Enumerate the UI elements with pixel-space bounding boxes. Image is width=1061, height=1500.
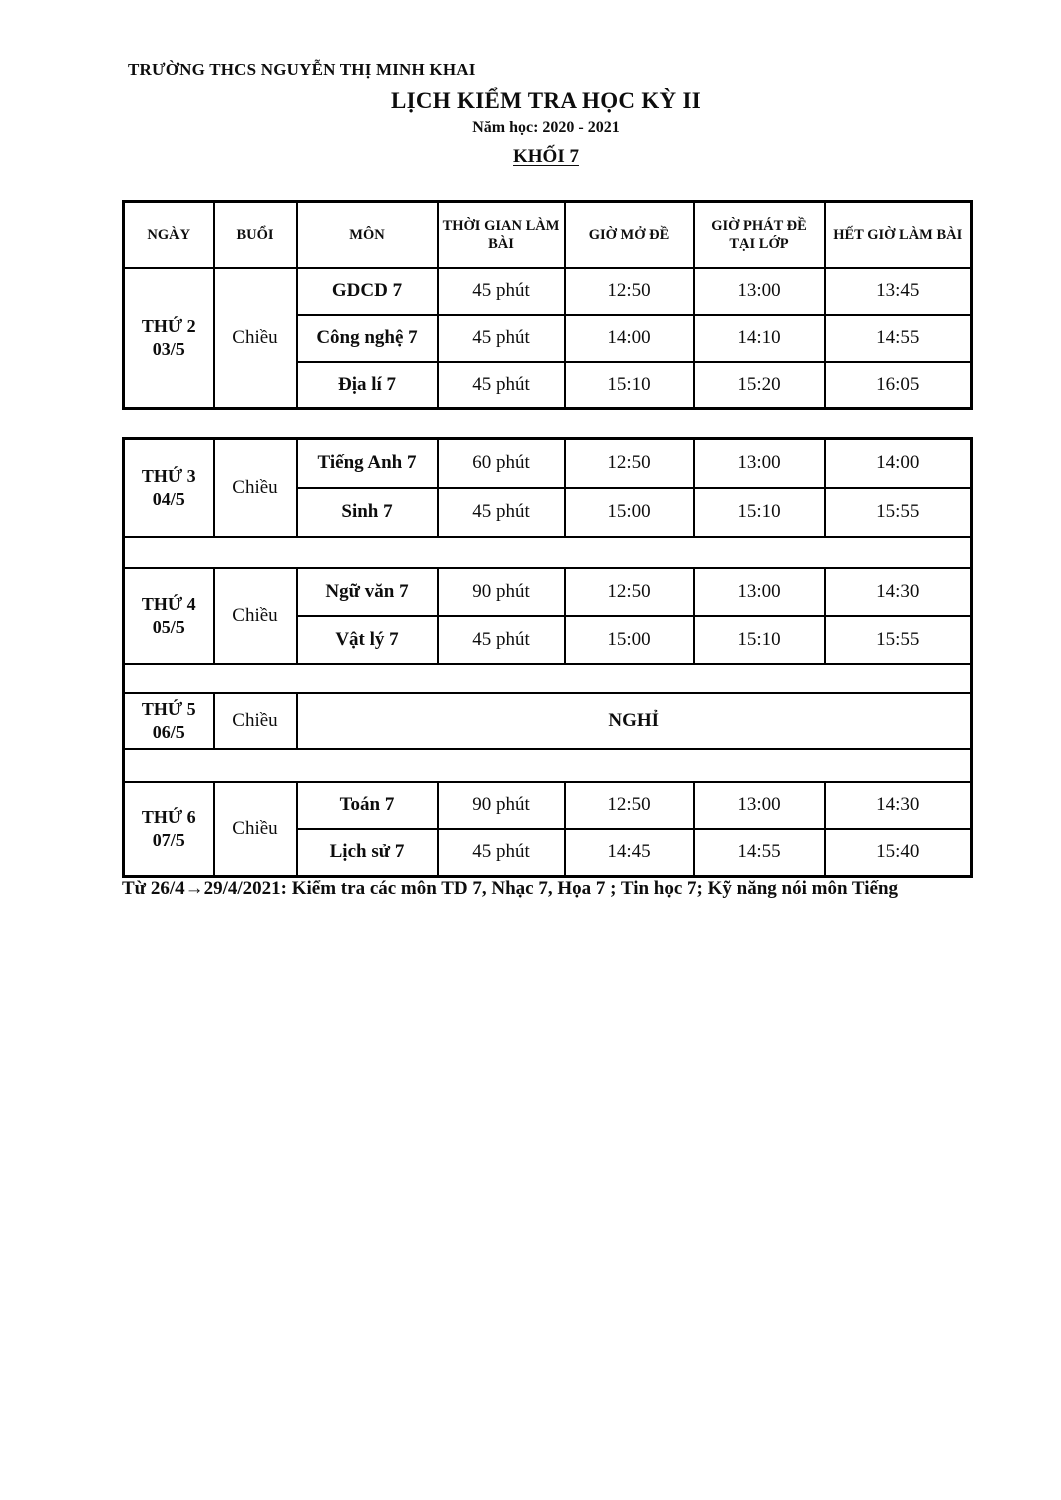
day-cell: THỨ 3 04/5 [122, 437, 215, 538]
duration-cell: 45 phút [436, 313, 566, 363]
day-date: 04/5 [152, 488, 185, 509]
day-label: THỨ 4 [141, 594, 196, 614]
day-label: THỨ 2 [141, 316, 196, 337]
subject-cell: Toán 7 [295, 780, 439, 830]
open-time-cell: 15:00 [563, 486, 695, 538]
table-row: Địa lí 7 45 phút 15:10 15:20 16:05 [124, 360, 973, 410]
open-time-cell: 12:50 [563, 266, 695, 316]
col-header-handout: GIỜ PHÁT ĐỀ TẠI LỚP [692, 200, 826, 269]
day-label: THỨ 6 [141, 807, 196, 828]
duration-cell: 45 phút [436, 486, 566, 538]
exam-table-block-2: THỨ 3 04/5 Chiều Tiếng Anh 7 60 phút 12:… [122, 437, 973, 878]
day-date: 06/5 [152, 721, 185, 742]
duration-cell: 60 phút [436, 437, 566, 489]
day-cell: THỨ 6 07/5 [122, 780, 215, 878]
table-row: THỨ 3 04/5 Chiều Tiếng Anh 7 60 phút 12:… [122, 437, 973, 538]
col-header-duration: THỜI GIAN LÀM BÀI [436, 200, 566, 269]
col-header-subject: MÔN [295, 200, 439, 269]
end-time-cell: 15:40 [823, 827, 973, 878]
handout-time-cell: 15:10 [692, 486, 826, 538]
day-off-cell: NGHỈ [295, 691, 973, 750]
table-row: THỨ 4 05/5 Chiều Ngữ văn 7 90 phút 12:50… [122, 566, 973, 665]
session-cell: Chiều [212, 266, 298, 410]
col-header-session: BUỔI [212, 200, 298, 269]
day-cell: THỨ 2 03/5 [122, 266, 215, 410]
table-row: Công nghệ 7 45 phút 14:00 14:10 14:55 [124, 313, 973, 363]
subject-cell: Sinh 7 [295, 486, 439, 538]
table-row: Lịch sử 7 45 phút 14:45 14:55 15:40 [124, 827, 973, 878]
end-time-cell: 14:55 [823, 313, 973, 363]
session-cell: Chiều [212, 437, 298, 538]
exam-table-block-1: NGÀY BUỔI MÔN THỜI GIAN LÀM BÀI GIỜ MỞ Đ… [122, 200, 973, 410]
subject-cell: Lịch sử 7 [295, 827, 439, 878]
table-row: Vật lý 7 45 phút 15:00 15:10 15:55 [124, 614, 973, 665]
subject-cell: Tiếng Anh 7 [295, 437, 439, 489]
duration-cell: 90 phút [436, 566, 566, 617]
table-header-row: NGÀY BUỔI MÔN THỜI GIAN LÀM BÀI GIỜ MỞ Đ… [122, 200, 973, 269]
school-name: TRƯỜNG THCS NGUYỄN THỊ MINH KHAI [128, 60, 476, 79]
spacer-cell [122, 535, 973, 569]
handout-time-cell: 14:10 [692, 313, 826, 363]
duration-cell: 90 phút [436, 780, 566, 830]
handout-time-cell: 13:00 [692, 566, 826, 617]
open-time-cell: 15:10 [563, 360, 695, 410]
subject-cell: Công nghệ 7 [295, 313, 439, 363]
day-date: 07/5 [152, 829, 185, 850]
end-time-cell: 13:45 [823, 266, 973, 316]
day-date: 03/5 [152, 338, 185, 359]
handout-time-cell: 14:55 [692, 827, 826, 878]
spacer-row [122, 535, 973, 569]
open-time-cell: 14:00 [563, 313, 695, 363]
day-cell: THỨ 5 06/5 [122, 691, 215, 750]
day-label: THỨ 3 [141, 466, 196, 487]
handout-time-cell: 13:00 [692, 437, 826, 489]
col-header-end: HẾT GIỜ LÀM BÀI [823, 200, 973, 269]
subject-cell: GDCD 7 [295, 266, 439, 316]
school-year: Năm học: 2020 - 2021 [472, 119, 620, 136]
session-cell: Chiều [212, 691, 298, 750]
handout-time-cell: 13:00 [692, 266, 826, 316]
col-header-day: NGÀY [122, 200, 215, 269]
open-time-cell: 12:50 [563, 437, 695, 489]
open-time-cell: 12:50 [563, 566, 695, 617]
footer-note: Từ 26/4→29/4/2021: Kiểm tra các môn TD 7… [122, 878, 899, 899]
open-time-cell: 14:45 [563, 827, 695, 878]
subject-cell: Vật lý 7 [295, 614, 439, 665]
subject-cell: Ngữ văn 7 [295, 566, 439, 617]
spacer-cell [122, 662, 973, 694]
session-cell: Chiều [212, 780, 298, 878]
end-time-cell: 15:55 [823, 486, 973, 538]
grade-heading-text: KHỐI 7 [513, 146, 579, 167]
table-row: THỨ 2 03/5 Chiều GDCD 7 45 phút 12:50 13… [122, 266, 973, 410]
handout-time-cell: 15:20 [692, 360, 826, 410]
table-row: THỨ 6 07/5 Chiều Toán 7 90 phút 12:50 13… [122, 780, 973, 878]
spacer-row [122, 662, 973, 694]
grade-heading: KHỐI 7 [122, 146, 970, 168]
open-time-cell: 15:00 [563, 614, 695, 665]
session-cell: Chiều [212, 566, 298, 665]
subject-cell: Địa lí 7 [295, 360, 439, 410]
spacer-row [122, 747, 973, 783]
day-cell: THỨ 4 05/5 [122, 566, 215, 665]
day-date: 05/5 [152, 616, 185, 637]
spacer-cell [122, 747, 973, 783]
open-time-cell: 12:50 [563, 780, 695, 830]
handout-time-cell: 15:10 [692, 614, 826, 665]
duration-cell: 45 phút [436, 266, 566, 316]
col-header-open: GIỜ MỞ ĐỀ [563, 200, 695, 269]
table-row: THỨ 5 06/5 Chiều NGHỈ [122, 691, 973, 750]
end-time-cell: 14:00 [823, 437, 973, 489]
end-time-cell: 15:55 [823, 614, 973, 665]
end-time-cell: 14:30 [823, 566, 973, 617]
duration-cell: 45 phút [436, 827, 566, 878]
end-time-cell: 16:05 [823, 360, 973, 410]
end-time-cell: 14:30 [823, 780, 973, 830]
duration-cell: 45 phút [436, 614, 566, 665]
duration-cell: 45 phút [436, 360, 566, 410]
table-row: Sinh 7 45 phút 15:00 15:10 15:55 [124, 486, 973, 538]
document-title: LỊCH KIỂM TRA HỌC KỲ II [391, 88, 701, 113]
handout-time-cell: 13:00 [692, 780, 826, 830]
day-label: THỨ 5 [141, 699, 196, 719]
